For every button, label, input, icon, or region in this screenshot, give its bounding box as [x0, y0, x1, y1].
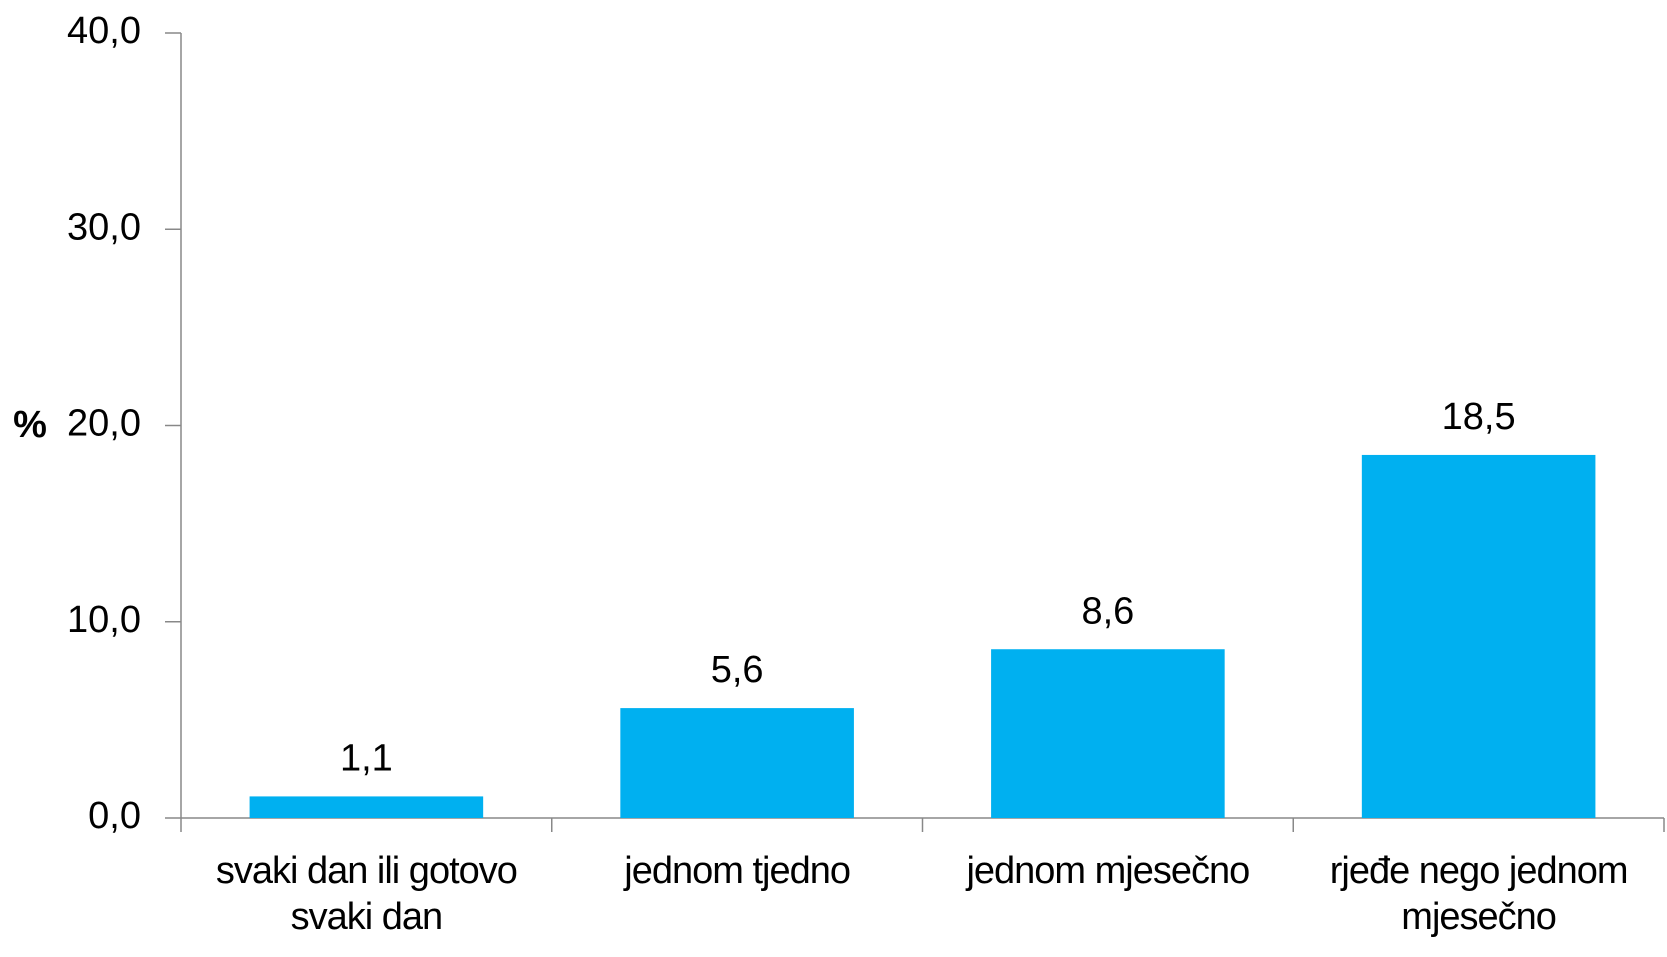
- y-tick-label: 10,0: [67, 599, 141, 641]
- y-tick-label: 20,0: [67, 403, 141, 445]
- y-axis-label: %: [13, 404, 47, 446]
- bar: [1361, 454, 1596, 818]
- y-tick-label: 30,0: [67, 206, 141, 248]
- value-label: 1,1: [340, 737, 393, 779]
- x-tick-label: jednom tjedno: [624, 850, 851, 892]
- x-tick-label: jednom mjesečno: [966, 850, 1250, 892]
- bar: [249, 796, 484, 818]
- bar: [620, 708, 854, 818]
- bar: [991, 649, 1225, 818]
- x-tick-label: rjeđe nego jednom mjesečno: [1329, 850, 1629, 938]
- x-tick-label: svaki dan ili gotovo svaki dan: [215, 850, 518, 938]
- y-tick-label: 0,0: [88, 795, 141, 837]
- value-label: 18,5: [1442, 396, 1516, 438]
- value-label: 8,6: [1081, 590, 1134, 632]
- value-label: 5,6: [711, 649, 764, 691]
- y-tick-label: 40,0: [67, 10, 141, 52]
